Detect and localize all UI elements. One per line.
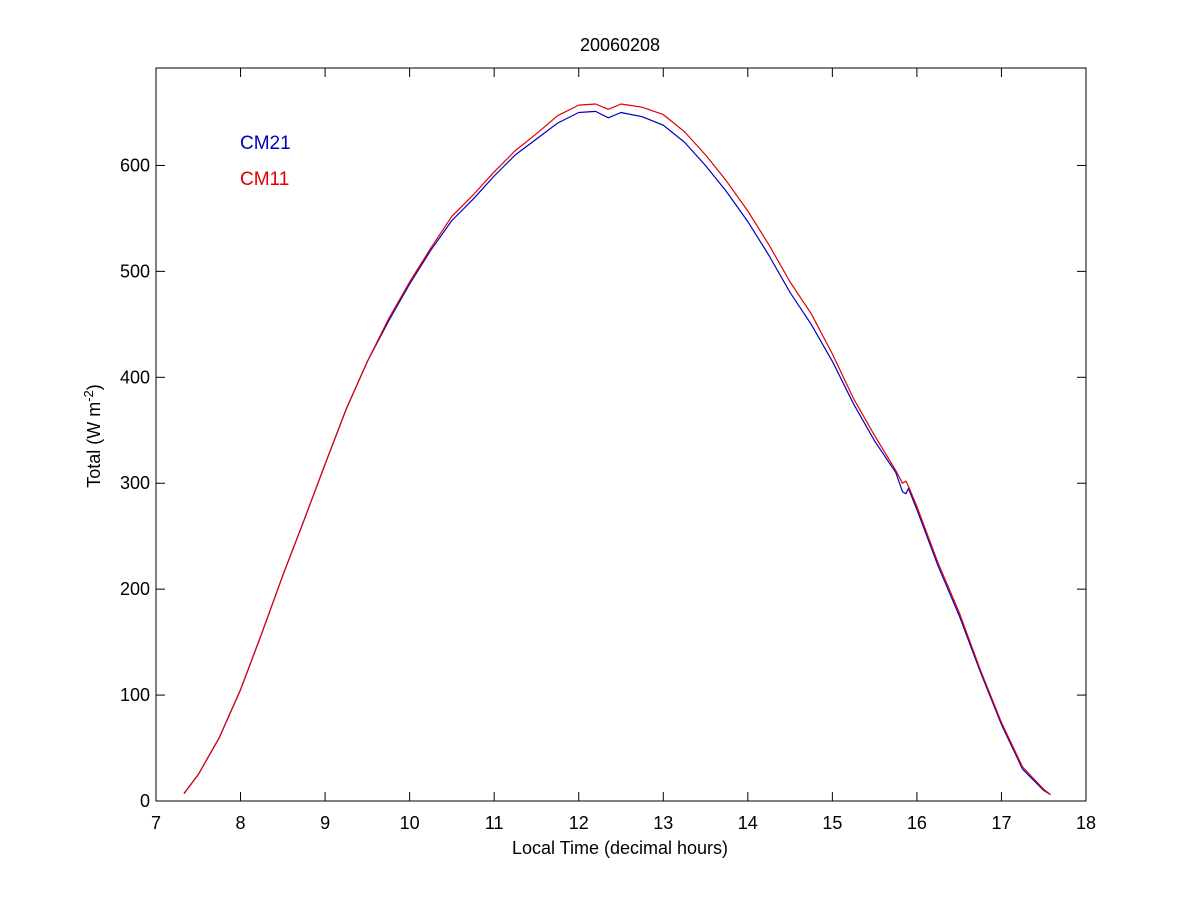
y-axis-label: Total (W m-2) — [81, 384, 104, 488]
y-tick-label: 200 — [120, 579, 150, 599]
y-axis-label-close: ) — [84, 384, 104, 390]
legend-entry-cm11: CM11 — [240, 169, 289, 190]
y-tick-label: 600 — [120, 155, 150, 175]
x-tick-label: 17 — [991, 813, 1011, 833]
x-tick-label: 11 — [485, 813, 504, 833]
series-line-cm11 — [183, 103, 1051, 796]
y-tick-label: 300 — [120, 473, 150, 493]
y-tick-label: 500 — [120, 261, 150, 281]
x-tick-label: 18 — [1076, 813, 1096, 833]
y-tick-label: 400 — [120, 367, 150, 387]
x-tick-label: 12 — [569, 813, 589, 833]
chart-title: 20060208 — [580, 35, 660, 55]
legend-entry-cm21: CM21 — [240, 133, 291, 154]
x-tick-label: 10 — [400, 813, 420, 833]
series-layer — [183, 103, 1051, 796]
y-axis-label-base: Total (W m — [84, 402, 104, 488]
plot-area-frame — [155, 67, 1087, 802]
x-tick-label: 7 — [151, 813, 161, 833]
y-axis-label-superscript: -2 — [81, 390, 96, 402]
x-axis-label: Local Time (decimal hours) — [512, 838, 728, 858]
legend: CM21 CM11 — [240, 133, 291, 190]
x-tick-label: 16 — [907, 813, 927, 833]
x-tick-label: 9 — [320, 813, 330, 833]
y-tick-label: 100 — [120, 685, 150, 705]
x-tick-label: 14 — [738, 813, 758, 833]
x-axis-ticks: 7 8 9 10 11 12 13 14 15 16 17 18 — [151, 68, 1096, 833]
x-tick-label: 15 — [822, 813, 842, 833]
y-axis-ticks: 0 100 200 300 400 500 600 — [120, 155, 1086, 811]
x-tick-label: 13 — [653, 813, 673, 833]
y-tick-label: 0 — [140, 791, 150, 811]
x-tick-label: 8 — [236, 813, 246, 833]
